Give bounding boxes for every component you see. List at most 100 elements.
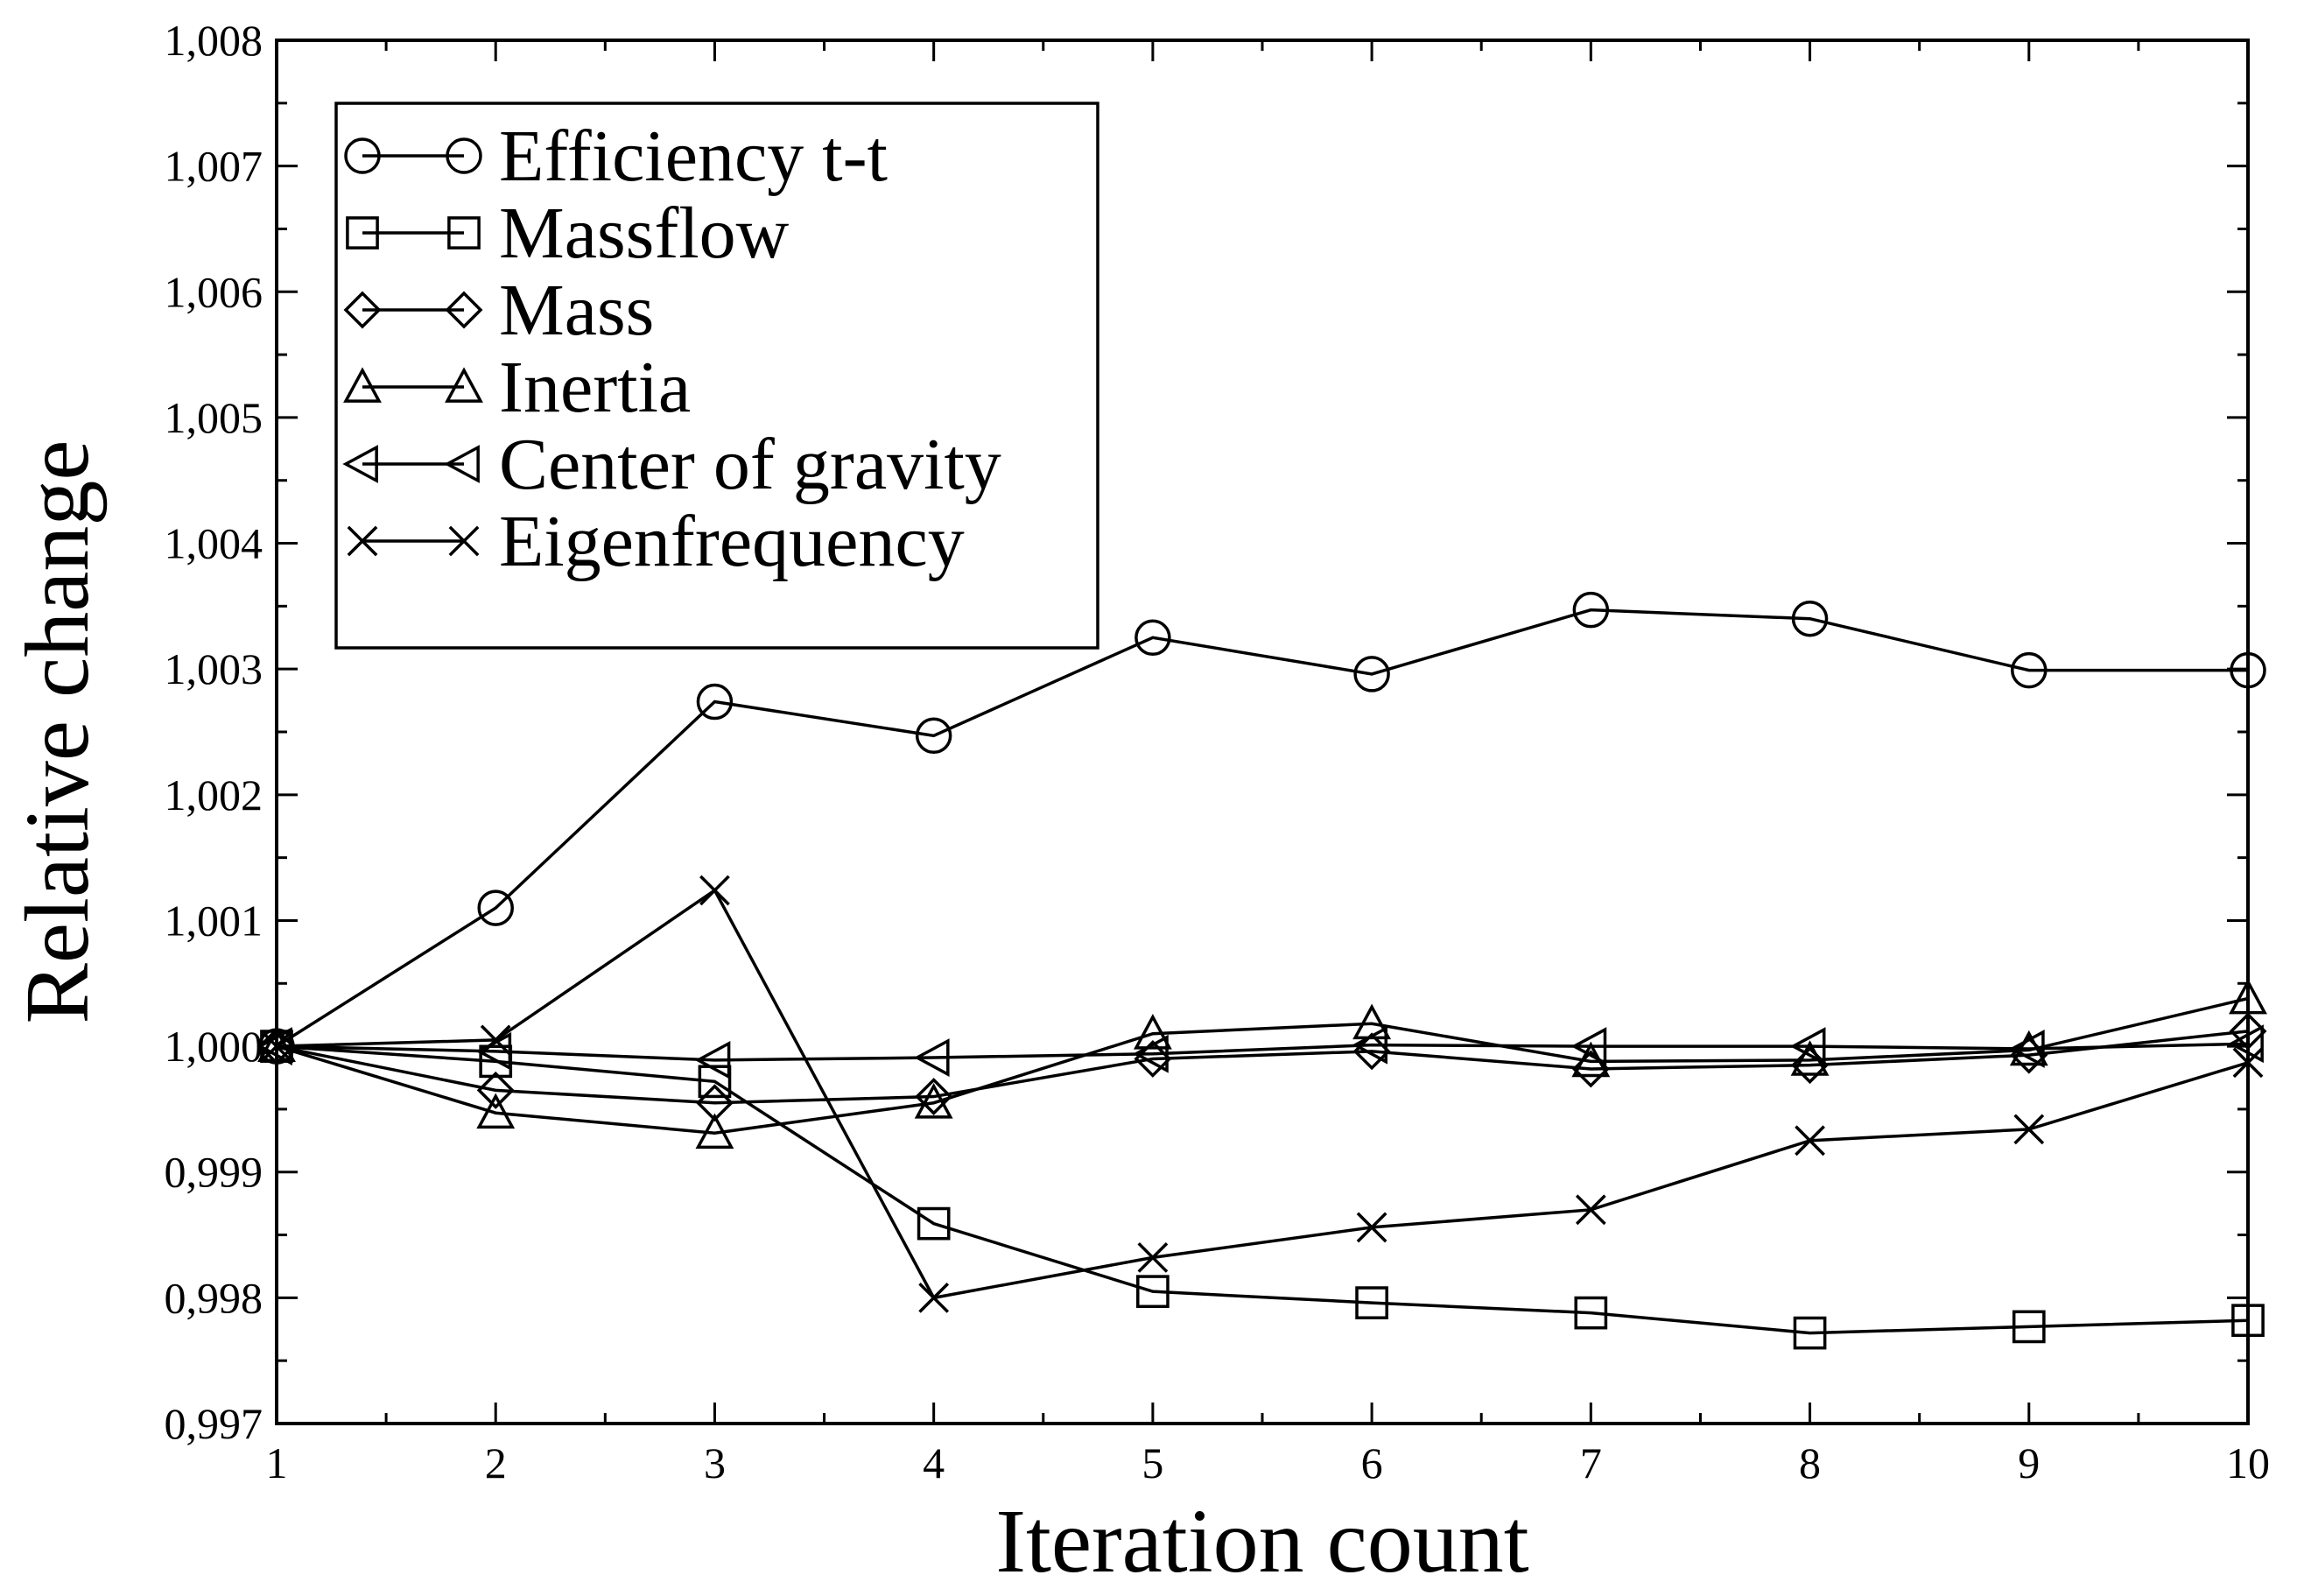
data-point [1352, 1003, 1392, 1040]
data-point [915, 1078, 953, 1116]
data-point [1356, 1212, 1387, 1243]
legend-marker [445, 367, 483, 403]
data-point [695, 1113, 734, 1150]
data-point [917, 1206, 951, 1241]
data-point [1133, 1034, 1169, 1073]
legend-item: Massflow [346, 193, 790, 274]
legend-item: Inertia [343, 347, 691, 428]
legend-marker [342, 445, 378, 483]
legend-box [334, 102, 1099, 650]
x-tick-label: 3 [704, 1438, 726, 1487]
legend-label: Center of gravity [499, 424, 1001, 505]
y-tick-label: 1,007 [165, 142, 263, 191]
legend-label: Eigenfrequency [499, 501, 965, 582]
data-point [694, 1040, 731, 1079]
legend-marker [446, 137, 482, 174]
data-point [480, 1024, 511, 1056]
data-point [476, 1071, 515, 1109]
data-point [2013, 1114, 2045, 1145]
data-point [1789, 1027, 1826, 1066]
y-tick-label: 1,008 [165, 16, 263, 65]
x-tick-label: 9 [2018, 1438, 2040, 1487]
data-point [698, 1065, 732, 1099]
y-tick-label: 0,997 [165, 1399, 263, 1448]
data-point [1791, 600, 1829, 637]
y-tick-label: 1,000 [165, 1022, 263, 1071]
data-point [2012, 1310, 2046, 1344]
series-line [276, 888, 2249, 1300]
legend-marker [444, 445, 480, 483]
data-point [2229, 978, 2267, 1015]
data-point [2009, 1030, 2045, 1068]
y-tick-label: 1,005 [165, 393, 263, 442]
legend: Efficiency t-tMassflowMassInertiaCenter … [334, 102, 1099, 650]
data-point [914, 1083, 953, 1119]
y-tick-label: 1,004 [165, 519, 263, 568]
series-line [276, 1030, 2249, 1105]
legend-marker [347, 525, 378, 557]
y-tick-label: 1,001 [165, 896, 263, 945]
x-tick-label: 4 [923, 1438, 945, 1487]
data-point [696, 683, 734, 721]
data-point [1575, 1194, 1606, 1226]
x-tick-label: 1 [266, 1438, 288, 1487]
data-point [261, 1030, 292, 1062]
data-point [1134, 619, 1171, 657]
y-tick-label: 1,003 [165, 644, 263, 693]
legend-marker [343, 291, 382, 329]
series-line [276, 1042, 2249, 1062]
data-point [2011, 651, 2048, 689]
data-point [2228, 1024, 2264, 1064]
legend-marker [447, 216, 481, 250]
series-line [276, 996, 2249, 1135]
data-point [1355, 1286, 1388, 1319]
y-axis-title: Relative change [7, 439, 108, 1023]
data-point [2231, 1304, 2265, 1338]
data-point [257, 1027, 296, 1065]
data-point [915, 717, 952, 755]
axis-ticks: 1 2 3 4 5 6 7 8 9 10 0,997 0,998 0,999 1,000 1,001 1,00… [165, 16, 2271, 1487]
data-point [1570, 1027, 1607, 1066]
data-point [1353, 656, 1390, 693]
series-inertia [257, 978, 2267, 1150]
legend-marker [346, 216, 379, 250]
legend-label: Inertia [499, 347, 691, 428]
data-point [1795, 1125, 1825, 1157]
series-massflow [260, 1030, 2265, 1350]
legend-label: Massflow [499, 193, 790, 274]
x-tick-label: 5 [1141, 1438, 1163, 1487]
y-tick-label: 1,002 [165, 770, 263, 819]
legend-marker [343, 367, 382, 403]
data-point [1352, 1025, 1388, 1065]
data-point [699, 875, 730, 906]
data-point [2232, 1047, 2264, 1079]
data-point [1133, 1014, 1172, 1050]
data-point [1793, 1316, 1827, 1350]
data-point [918, 1282, 950, 1313]
series-eigenfrequency [261, 875, 2264, 1313]
legend-marker [344, 137, 381, 174]
legend-marker [448, 525, 480, 557]
x-tick-label: 8 [1799, 1438, 1821, 1487]
series-layer [256, 591, 2267, 1350]
x-tick-label: 6 [1361, 1438, 1383, 1487]
legend-item: Mass [343, 270, 654, 351]
data-point [476, 1093, 516, 1129]
data-point [1572, 591, 1610, 629]
data-point [477, 889, 514, 926]
legend-item: Efficiency t-t [344, 116, 888, 197]
y-tick-label: 1,006 [165, 267, 263, 316]
legend-label: Mass [499, 270, 654, 351]
series-line [276, 608, 2248, 1048]
series-line [276, 1044, 2249, 1335]
x-axis-title: Iteration count [995, 1491, 1528, 1592]
data-point [2229, 1012, 2267, 1051]
y-tick-label: 0,999 [165, 1148, 263, 1197]
series-center-of-gravity [256, 1024, 2264, 1079]
legend-item: Center of gravity [342, 424, 1001, 505]
data-point [1136, 1275, 1170, 1309]
series-efficiency-t-t [258, 591, 2266, 1065]
legend-label: Efficiency t-t [499, 116, 888, 197]
data-point [913, 1038, 950, 1077]
